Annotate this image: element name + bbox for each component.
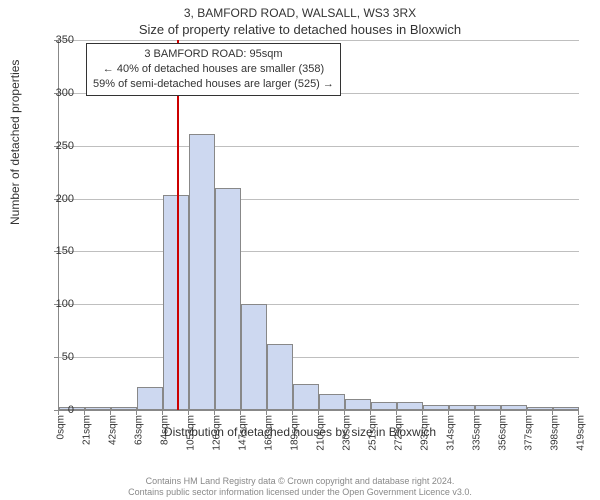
grid-line xyxy=(59,357,579,358)
y-tick-label: 50 xyxy=(44,351,74,363)
info-line-3: 59% of semi-detached houses are larger (… xyxy=(93,77,334,92)
y-tick-label: 150 xyxy=(44,245,74,257)
histogram-bar xyxy=(397,402,422,410)
histogram-bar xyxy=(137,387,162,410)
y-axis-label: Number of detached properties xyxy=(8,60,22,225)
grid-line xyxy=(59,251,579,252)
histogram-bar xyxy=(267,344,292,410)
y-tick-label: 300 xyxy=(44,87,74,99)
info-line-2: ← 40% of detached houses are smaller (35… xyxy=(93,62,334,77)
title-address: 3, BAMFORD ROAD, WALSALL, WS3 3RX xyxy=(0,0,600,20)
grid-line xyxy=(59,304,579,305)
histogram-bar xyxy=(85,407,110,410)
x-axis-label: Distribution of detached houses by size … xyxy=(0,425,600,439)
histogram-bar xyxy=(449,405,474,410)
footer-line-1: Contains HM Land Registry data © Crown c… xyxy=(0,476,600,487)
histogram-bar xyxy=(423,405,448,410)
y-tick-label: 100 xyxy=(44,298,74,310)
y-tick-label: 250 xyxy=(44,140,74,152)
histogram-bar xyxy=(111,407,136,410)
y-tick-label: 350 xyxy=(44,34,74,46)
histogram-bar xyxy=(527,407,552,410)
chart-area: 3 BAMFORD ROAD: 95sqm ← 40% of detached … xyxy=(58,40,578,410)
histogram-bar xyxy=(475,405,500,410)
histogram-bar xyxy=(189,134,214,410)
histogram-bar xyxy=(293,384,318,410)
info-box: 3 BAMFORD ROAD: 95sqm ← 40% of detached … xyxy=(86,43,341,96)
grid-line xyxy=(59,146,579,147)
histogram-bar xyxy=(553,407,578,410)
title-subtitle: Size of property relative to detached ho… xyxy=(0,20,600,37)
footer-attribution: Contains HM Land Registry data © Crown c… xyxy=(0,476,600,499)
histogram-bar xyxy=(501,405,526,410)
grid-line xyxy=(59,199,579,200)
histogram-bar xyxy=(319,394,344,410)
grid-line xyxy=(59,40,579,41)
histogram-bar xyxy=(345,399,370,410)
histogram-bar xyxy=(215,188,240,410)
histogram-bar xyxy=(241,304,266,410)
info-line-1: 3 BAMFORD ROAD: 95sqm xyxy=(93,47,334,62)
plot-area xyxy=(58,40,579,411)
chart-container: 3, BAMFORD ROAD, WALSALL, WS3 3RX Size o… xyxy=(0,0,600,500)
y-tick-label: 0 xyxy=(44,404,74,416)
histogram-bar xyxy=(371,402,396,410)
y-tick-label: 200 xyxy=(44,193,74,205)
footer-line-2: Contains public sector information licen… xyxy=(0,487,600,498)
